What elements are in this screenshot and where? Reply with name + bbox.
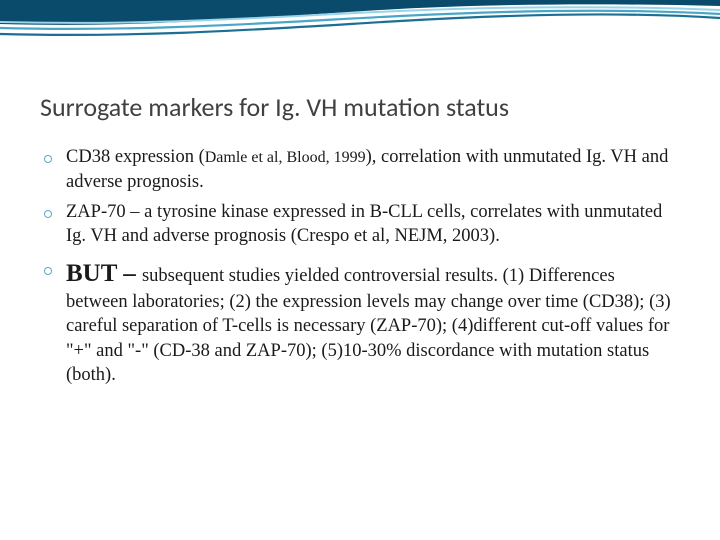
bullet-list: CD38 expression (Damle et al, Blood, 199… <box>40 145 680 387</box>
bullet-1-reference: Damle et al, Blood, 1999 <box>205 149 366 166</box>
bullet-item-cd38: CD38 expression (Damle et al, Blood, 199… <box>58 145 680 194</box>
header-wave-decoration <box>0 0 720 60</box>
bullet-3-sub: subsequent studies yielded controversial… <box>66 266 671 385</box>
wave-svg <box>0 0 720 60</box>
bullet-item-but: BUT – subsequent studies yielded controv… <box>58 257 680 388</box>
bullet-2-text: ZAP-70 – a tyrosine kinase expressed in … <box>66 202 662 246</box>
bullet-1-lead: CD38 expression ( <box>66 147 205 167</box>
slide-content: Surrogate markers for Ig. VH mutation st… <box>40 92 680 393</box>
bullet-3-but: BUT – <box>66 260 142 287</box>
bullet-item-zap70: ZAP-70 – a tyrosine kinase expressed in … <box>58 200 680 249</box>
slide-title: Surrogate markers for Ig. VH mutation st… <box>40 92 680 123</box>
